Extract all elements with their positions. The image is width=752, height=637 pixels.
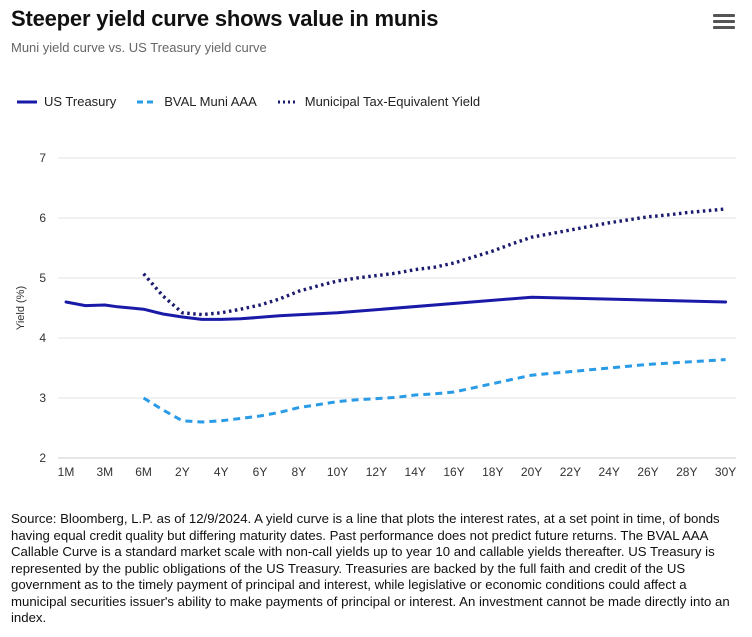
x-tick-label: 10Y [327,465,348,479]
y-tick-label: 6 [39,211,46,225]
chart-legend: US Treasury BVAL Muni AAA Municipal Tax-… [16,94,500,109]
legend-item-treasury[interactable]: US Treasury [16,94,116,109]
x-tick-label: 26Y [637,465,658,479]
x-tick-label: 4Y [214,465,229,479]
y-tick-label: 3 [39,391,46,405]
legend-swatch-dotted [277,100,298,103]
menu-bar [713,14,735,17]
chart-subtitle: Muni yield curve vs. US Treasury yield c… [11,40,267,55]
x-tick-label: 6Y [253,465,268,479]
x-tick-label: 2Y [175,465,190,479]
menu-bar [713,20,735,23]
yield-curve-chart: 2 3 4 5 6 7 1M 3M 6M 2Y 4Y 6Y 8Y 10Y 12Y 14Y 16Y 18Y 20Y 22… [15,151,736,479]
hamburger-menu-icon[interactable] [713,14,735,34]
legend-item-muni[interactable]: BVAL Muni AAA [136,94,257,109]
series-line-tax-equivalent [142,207,726,317]
x-tick-label: 3M [96,465,113,479]
x-tick-label: 1M [58,465,75,479]
x-tick-label: 24Y [599,465,620,479]
x-tick-label: 16Y [443,465,464,479]
menu-bar [713,26,735,29]
x-tick-label: 8Y [291,465,306,479]
series-line-muni [142,358,726,424]
y-tick-label: 5 [39,271,46,285]
legend-swatch-dashed [137,100,158,103]
x-tick-label: 20Y [521,465,542,479]
y-tick-label: 7 [39,151,46,165]
legend-label: Municipal Tax-Equivalent Yield [304,94,481,109]
legend-swatch-solid [17,100,37,103]
x-tick-label: 28Y [676,465,697,479]
x-tick-label: 18Y [482,465,503,479]
chart-title: Steeper yield curve shows value in munis [11,6,439,31]
x-tick-label: 30Y [715,465,736,479]
x-tick-label: 6M [135,465,152,479]
legend-item-tax-equivalent[interactable]: Municipal Tax-Equivalent Yield [277,94,480,109]
y-tick-label: 2 [39,451,46,465]
y-tick-label: 4 [39,331,46,345]
series-line-treasury [64,295,728,321]
x-tick-label: 22Y [560,465,581,479]
legend-label: BVAL Muni AAA [164,94,257,109]
source-note: Source: Bloomberg, L.P. as of 12/9/2024.… [11,511,730,625]
x-tick-label: 14Y [405,465,426,479]
legend-label: US Treasury [44,94,117,109]
x-tick-label: 12Y [366,465,387,479]
y-axis-label: Yield (%) [15,286,27,330]
